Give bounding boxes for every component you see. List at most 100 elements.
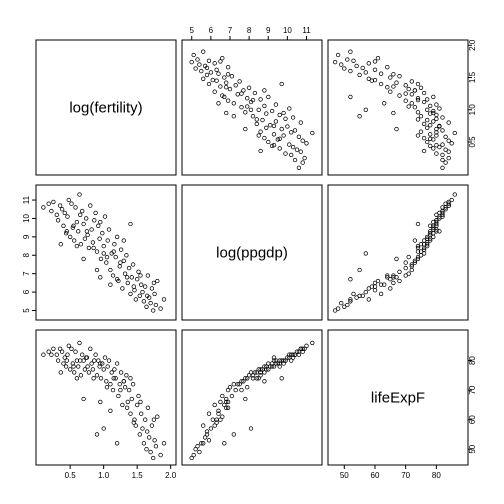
data-point [369, 284, 375, 289]
data-point [233, 387, 238, 393]
data-point [296, 134, 302, 139]
data-point [204, 429, 210, 434]
data-point [220, 414, 225, 419]
x-tick-label-log-fertility: 1.0 [98, 471, 110, 480]
data-point [64, 358, 69, 363]
data-point [425, 242, 430, 247]
data-point [281, 133, 286, 138]
data-point [82, 367, 88, 372]
data-point [76, 229, 81, 234]
data-point [428, 111, 433, 116]
data-point [91, 245, 96, 251]
data-point [65, 352, 70, 357]
data-point [428, 143, 433, 149]
data-point [264, 125, 269, 130]
panel-frame-log-ppgdp-vs-log-ppgdp [181, 184, 323, 321]
data-point [287, 142, 292, 147]
data-point [191, 452, 196, 458]
data-point [289, 152, 294, 158]
data-point [224, 80, 229, 85]
y-tick-label-log-ppgdp: 9 [22, 234, 31, 239]
data-point [241, 88, 246, 93]
data-point [220, 56, 225, 61]
data-point [304, 343, 309, 348]
data-point [421, 121, 427, 127]
panel-frame-log-ppgdp-vs-log-fertility [35, 184, 177, 321]
data-point [55, 218, 61, 223]
data-point [110, 273, 116, 278]
data-point [256, 107, 261, 112]
data-point [81, 396, 86, 402]
data-point [296, 349, 302, 354]
data-point [412, 238, 418, 243]
data-point [388, 75, 393, 80]
data-point [382, 101, 387, 106]
data-point [298, 149, 303, 154]
data-point [227, 385, 233, 390]
data-point [366, 297, 371, 302]
data-point [195, 444, 200, 449]
data-point [85, 232, 90, 238]
data-point [93, 210, 98, 216]
data-point [106, 227, 112, 232]
data-point [440, 115, 445, 120]
data-point [126, 387, 132, 393]
data-point [63, 364, 69, 369]
data-point [82, 236, 88, 241]
data-point [132, 288, 137, 293]
panel-frame-log-fertility-vs-log-ppgdp [181, 39, 323, 176]
data-point [216, 101, 221, 106]
data-point [77, 340, 82, 346]
data-point [61, 223, 66, 228]
data-point [199, 68, 204, 74]
data-point [351, 58, 356, 63]
data-point [41, 352, 46, 357]
data-point [388, 277, 393, 282]
data-point [250, 114, 256, 119]
data-point [266, 94, 271, 100]
data-point [310, 340, 315, 346]
data-point [201, 441, 206, 446]
data-point [121, 379, 126, 384]
data-point [222, 94, 227, 100]
x-tick-label-lifeexpf: 50 [340, 471, 349, 480]
data-point [62, 210, 67, 216]
data-point [434, 218, 439, 223]
data-point [296, 165, 302, 170]
x-tick-label-log-fertility: 2.0 [165, 471, 177, 480]
data-point [440, 128, 445, 133]
x-tick-label-lifeexpf: 80 [432, 471, 441, 480]
data-point [239, 91, 244, 96]
data-point [233, 83, 238, 88]
data-point [208, 70, 214, 75]
data-point [431, 119, 436, 124]
data-point [245, 96, 250, 101]
data-point [243, 376, 248, 381]
data-point [135, 402, 140, 408]
data-point [339, 62, 344, 67]
data-point [403, 260, 408, 265]
data-point [88, 203, 93, 208]
data-point [412, 88, 418, 93]
data-point [78, 358, 83, 363]
data-point [102, 214, 108, 219]
data-point [231, 114, 236, 119]
data-point [131, 420, 136, 425]
data-point [434, 116, 439, 121]
panel-frame-lifeexpf-vs-log-ppgdp [181, 329, 323, 466]
x-tick-label-log-ppgdp: 8 [247, 26, 252, 35]
x-tick-label-log-ppgdp: 5 [190, 26, 195, 35]
data-point [46, 349, 51, 354]
data-point [394, 275, 399, 280]
data-point [262, 88, 267, 93]
data-point [294, 147, 300, 152]
data-point [81, 256, 86, 262]
data-point [262, 364, 267, 369]
data-point [440, 152, 445, 158]
data-point [348, 299, 353, 304]
data-point [145, 293, 150, 298]
data-point [92, 218, 97, 223]
data-point [271, 132, 277, 137]
data-point [212, 89, 217, 94]
data-point [425, 125, 430, 130]
